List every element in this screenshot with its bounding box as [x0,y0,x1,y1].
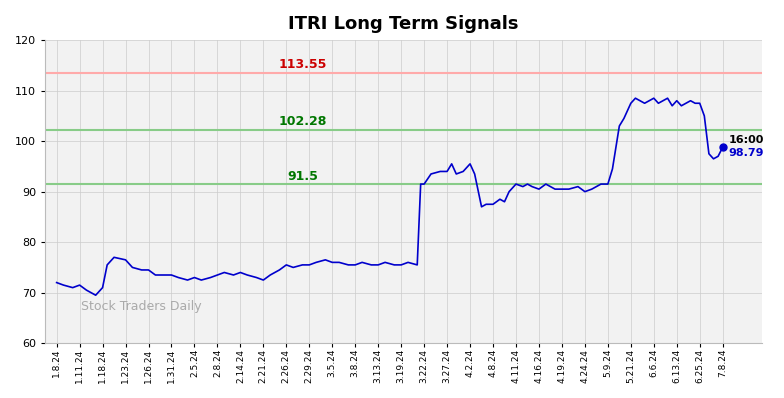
Title: ITRI Long Term Signals: ITRI Long Term Signals [289,15,519,33]
Text: 91.5: 91.5 [288,170,318,183]
Text: 98.79: 98.79 [728,148,764,158]
Text: Stock Traders Daily: Stock Traders Daily [81,300,201,313]
Text: 102.28: 102.28 [279,115,327,128]
Text: 113.55: 113.55 [279,58,327,71]
Text: 16:00: 16:00 [728,135,764,145]
